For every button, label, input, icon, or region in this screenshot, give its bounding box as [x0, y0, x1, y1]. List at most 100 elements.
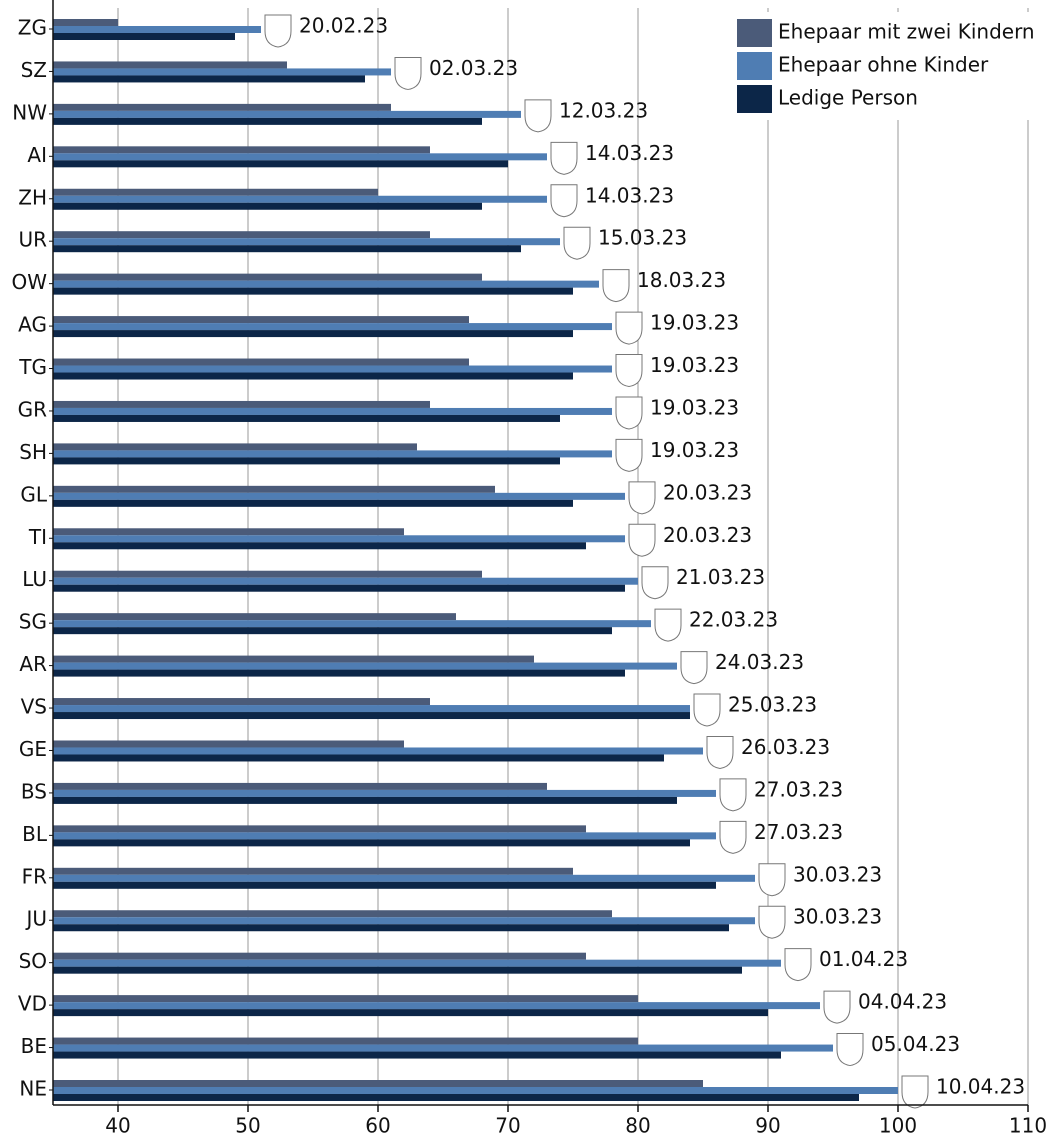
bar: [53, 995, 638, 1003]
bar: [53, 492, 625, 500]
bar: [53, 747, 703, 755]
canton-shield: [550, 184, 578, 218]
bar: [53, 796, 677, 804]
date-label: 01.04.23: [819, 947, 908, 971]
date-label: 04.04.23: [858, 990, 947, 1014]
bar: [53, 698, 430, 706]
bar: [53, 280, 599, 288]
bar: [53, 358, 469, 366]
y-tick-label: VD: [18, 992, 47, 1016]
bar: [53, 153, 547, 161]
bar: [53, 740, 404, 748]
date-label: 15.03.23: [598, 226, 687, 250]
y-tick-label: AI: [27, 143, 47, 167]
date-label: 22.03.23: [689, 608, 778, 632]
bar: [53, 867, 573, 875]
y-tick-label: BE: [21, 1034, 47, 1058]
bar: [53, 160, 508, 168]
bar: [53, 577, 638, 585]
bar: [53, 103, 391, 111]
bar: [53, 26, 261, 33]
canton-shield: [615, 438, 643, 472]
bar: [53, 117, 482, 125]
y-tick-label: GL: [20, 482, 47, 506]
x-tick-label: 40: [105, 1114, 130, 1138]
canton-shield: [602, 269, 630, 303]
canton-shield: [823, 990, 851, 1024]
y-tick-label: ZG: [18, 16, 47, 40]
y-tick-label: AG: [18, 313, 47, 337]
canton-shield: [693, 693, 721, 727]
x-tick-label: 100: [879, 1114, 917, 1138]
canton-shield: [550, 141, 578, 175]
x-tick-label: 80: [625, 1114, 650, 1138]
bar: [53, 669, 625, 677]
canton-shield: [719, 820, 747, 854]
bar: [53, 655, 534, 663]
canton-shield: [264, 14, 292, 48]
legend-label: Ledige Person: [778, 86, 918, 110]
date-label: 05.04.23: [871, 1032, 960, 1056]
y-tick-label: SH: [19, 440, 47, 464]
bar: [53, 372, 573, 380]
date-label: 18.03.23: [637, 268, 726, 292]
bar: [53, 245, 521, 253]
bar: [53, 499, 573, 507]
legend-label: Ehepaar ohne Kinder: [778, 53, 989, 77]
bar: [53, 1087, 898, 1094]
canton-shield: [680, 651, 708, 685]
bar: [53, 450, 612, 458]
y-tick-label: ZH: [18, 185, 47, 209]
canton-shield: [394, 56, 422, 90]
bar: [53, 584, 625, 592]
bar: [53, 68, 391, 76]
canton-shield: [706, 735, 734, 769]
bar: [53, 1009, 768, 1017]
bar: [53, 528, 404, 536]
canton-shield: [628, 481, 656, 515]
bar: [53, 316, 469, 324]
canton-shield: [563, 226, 591, 260]
y-tick-label: OW: [11, 270, 47, 294]
y-tick-label: LU: [22, 567, 47, 591]
bar: [53, 202, 482, 210]
y-tick-label: JU: [24, 907, 47, 931]
y-tick-label: GR: [18, 397, 47, 421]
x-tick-label: 50: [235, 1114, 260, 1138]
bar: [53, 287, 573, 295]
bar: [53, 323, 612, 331]
canton-shield: [758, 905, 786, 939]
bar: [53, 662, 677, 670]
y-tick-label: SG: [19, 610, 47, 634]
date-label: 10.04.23: [936, 1075, 1025, 1099]
date-label: 14.03.23: [585, 183, 674, 207]
bar: [53, 705, 690, 713]
bar: [53, 874, 755, 882]
y-tick-label: SZ: [21, 58, 47, 82]
bar: [53, 365, 612, 373]
canton-shield: [615, 396, 643, 430]
x-tick-label: 60: [365, 1114, 390, 1138]
y-tick-label: GE: [19, 737, 47, 761]
date-label: 27.03.23: [754, 820, 843, 844]
y-tick-label: FR: [22, 864, 48, 888]
bar: [53, 146, 430, 154]
date-label: 20.03.23: [663, 523, 752, 547]
y-tick-label: AR: [19, 652, 47, 676]
bar: [53, 1051, 781, 1059]
bar: [53, 485, 495, 493]
canton-shield: [524, 99, 552, 133]
bar: [53, 273, 482, 281]
bar: [53, 839, 690, 847]
y-tick-label: BS: [21, 779, 47, 803]
date-label: 30.03.23: [793, 905, 882, 929]
bar: [53, 443, 417, 451]
date-label: 26.03.23: [741, 735, 830, 759]
bar: [53, 238, 560, 246]
bar: [53, 1037, 638, 1045]
x-tick-label: 110: [1009, 1114, 1047, 1138]
bar: [53, 19, 118, 26]
y-tick-label: NW: [12, 100, 47, 124]
bar: [53, 188, 378, 196]
